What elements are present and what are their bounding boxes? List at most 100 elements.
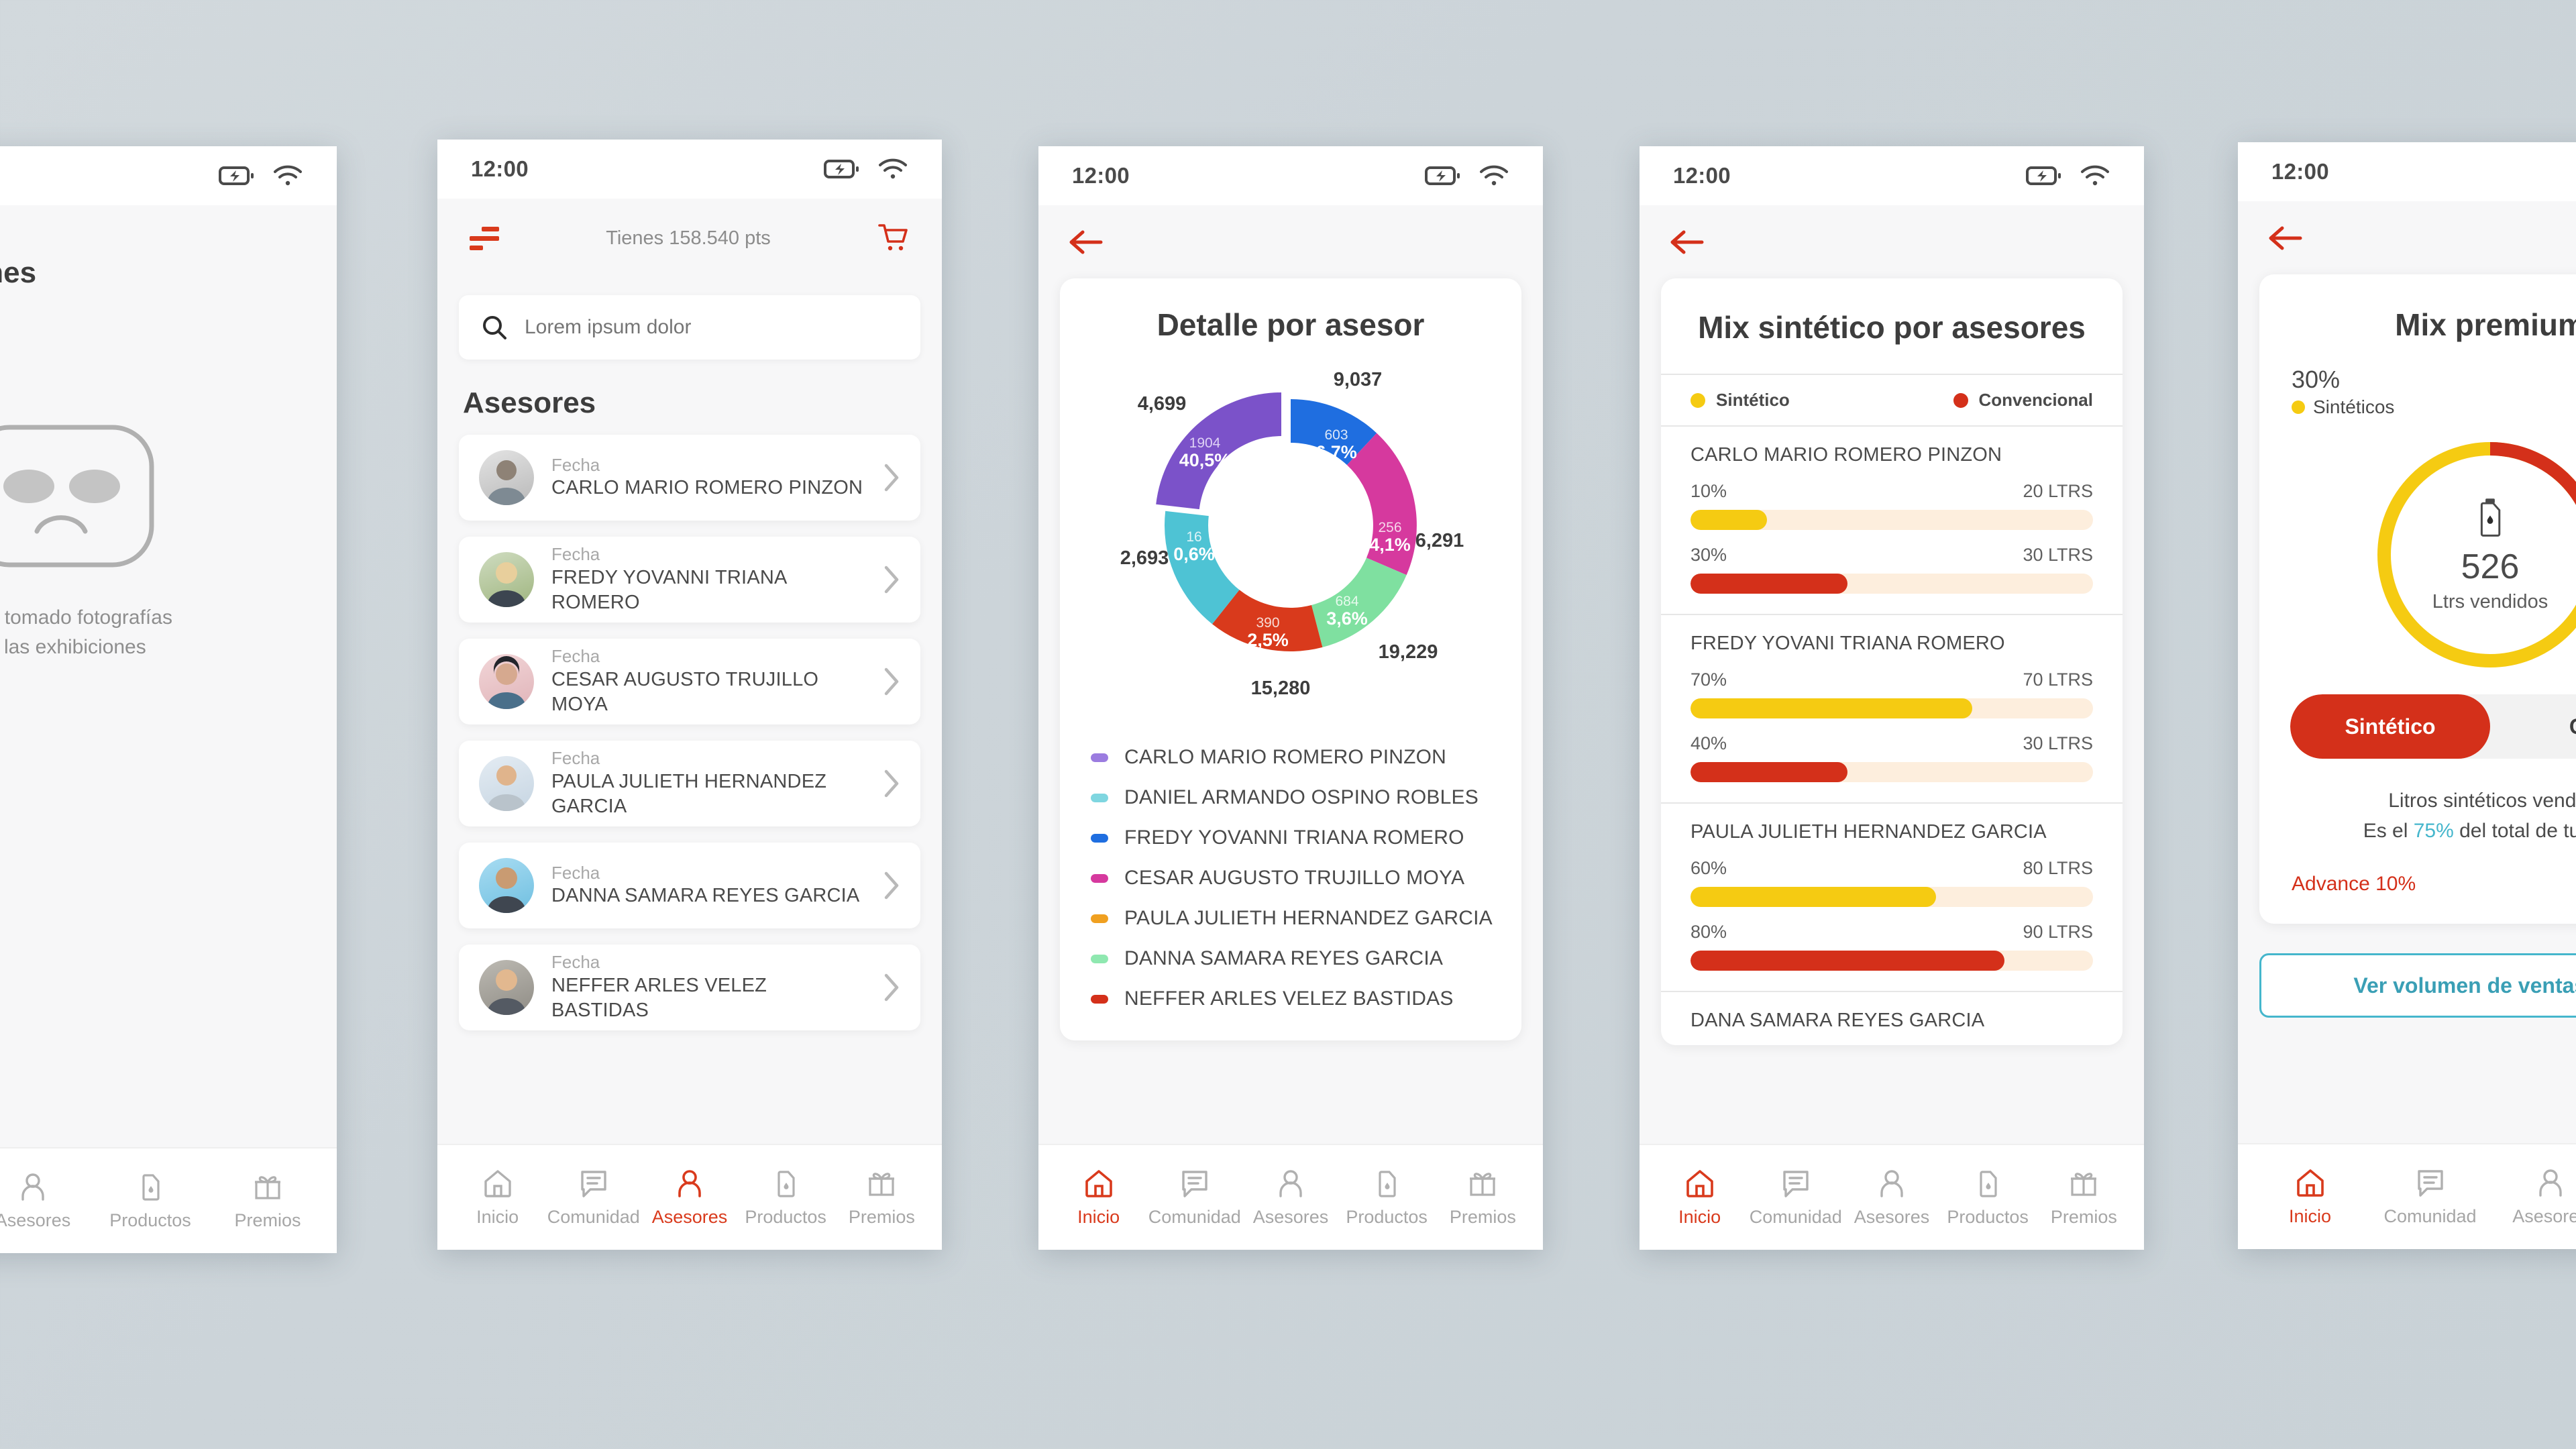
bottom-navigation[interactable]: Inicio Comunidad Asesores Pro <box>2238 1143 2576 1249</box>
hamburger-menu-icon[interactable] <box>470 226 499 250</box>
bar-fill-sintetico <box>1690 698 1972 718</box>
bottom-navigation[interactable]: Inicio Comunidad Asesores Productos Prem… <box>437 1144 942 1250</box>
advisor-date: Fecha <box>551 862 600 883</box>
sidebar-item-productos[interactable]: Productos <box>738 1168 834 1228</box>
bar-fill-convencional <box>1690 951 2004 971</box>
svg-text:2,5%: 2,5% <box>1247 630 1289 650</box>
shopping-cart-icon[interactable] <box>877 223 910 254</box>
bar-pct: 80% <box>1690 922 1727 942</box>
advisor-date: Fecha <box>551 544 600 565</box>
sad-face-icon <box>0 425 154 568</box>
type-toggle[interactable]: Sintético Con <box>2290 694 2576 759</box>
nav-label: Productos <box>1947 1206 2029 1227</box>
phone-screen-exhibiciones: 12:00 de exhibiciones o haz tomado fotog… <box>0 146 337 1253</box>
legend-item: CARLO MARIO ROMERO PINZON <box>1091 737 1491 777</box>
phone2-screen: Tienes 158.540 pts Asesores Fecha CARLO … <box>437 199 942 1250</box>
back-button[interactable] <box>1038 205 1543 260</box>
toggle-sintetico[interactable]: Sintético <box>2290 694 2490 759</box>
list-item[interactable]: Fecha CARLO MARIO ROMERO PINZON <box>459 435 920 521</box>
ver-volumen-button[interactable]: Ver volumen de ventas por <box>2259 953 2576 1018</box>
sidebar-item-premios[interactable]: Premios <box>834 1168 930 1228</box>
sidebar-item-asesores[interactable]: Asesores <box>641 1168 737 1228</box>
nav-label: Inicio <box>1678 1206 1721 1227</box>
svg-text:684: 684 <box>1335 594 1358 609</box>
gauge-chart: 526 Ltrs vendidos <box>2259 435 2576 674</box>
svg-text:19,229: 19,229 <box>1379 641 1438 663</box>
sidebar-item-asesores[interactable]: Asesores <box>1843 1168 1939 1228</box>
svg-text:256: 256 <box>1378 520 1401 535</box>
sidebar-item-comunidad[interactable]: Comunidad <box>1146 1168 1242 1228</box>
back-button[interactable] <box>1640 205 2144 260</box>
sidebar-item-asesores[interactable]: Asesores <box>0 1171 90 1231</box>
bar-ltrs: 20 LTRS <box>2023 481 2093 501</box>
sidebar-item-premios[interactable]: Premios <box>211 1171 325 1231</box>
sidebar-item-inicio[interactable]: Inicio <box>1051 1168 1146 1228</box>
empty-line-1: o haz tomado fotografías <box>0 606 172 629</box>
list-item[interactable]: Fecha DANNA SAMARA REYES GARCIA <box>459 843 920 928</box>
home-icon <box>484 1169 511 1197</box>
advisor-text: Fecha DANNA SAMARA REYES GARCIA <box>551 862 865 909</box>
avatar <box>479 756 534 811</box>
legend-swatch <box>1091 914 1108 923</box>
legend-label: PAULA JULIETH HERNANDEZ GARCIA <box>1124 907 1493 929</box>
nav-label: Asesores <box>1854 1206 1930 1227</box>
chat-icon <box>1783 1170 1809 1197</box>
status-icons <box>219 164 303 187</box>
card-title: Mix premium <box>2395 307 2576 342</box>
legend-item: NEFFER ARLES VELEZ BASTIDAS <box>1091 979 1491 1019</box>
legend-swatch <box>1091 994 1108 1004</box>
bar-head: 60% 80 LTRS <box>1690 858 2093 879</box>
sidebar-item-inicio[interactable]: Inicio <box>1652 1168 1748 1228</box>
chevron-right-icon <box>884 973 899 1002</box>
nav-label: Comunidad <box>1749 1206 1842 1227</box>
advisor-date: Fecha <box>551 454 600 475</box>
donut-gauge <box>2377 442 2576 667</box>
list-item[interactable]: Fecha NEFFER ARLES VELEZ BASTIDAS <box>459 945 920 1030</box>
sidebar-item-inicio[interactable]: Inicio <box>2262 1167 2358 1227</box>
nav-label: Asesores <box>2512 1205 2576 1226</box>
back-button[interactable] <box>2238 201 2576 256</box>
legend-swatch <box>2292 400 2305 414</box>
mix-card: Mix sintético por asesores Sintético Con… <box>1661 278 2123 1045</box>
sidebar-item-productos[interactable]: Productos <box>1339 1168 1435 1228</box>
list-item[interactable]: Fecha PAULA JULIETH HERNANDEZ GARCIA <box>459 741 920 826</box>
bottom-navigation[interactable]: idad Asesores Productos Premios <box>0 1147 337 1253</box>
search-section <box>459 295 920 360</box>
oil-bottle-icon <box>1379 1170 1396 1197</box>
chart-title: Detalle por asesor <box>1157 307 1425 342</box>
toggle-convencional[interactable]: Con <box>2490 694 2576 759</box>
svg-text:2,693: 2,693 <box>1120 547 1169 569</box>
bar-ltrs: 30 LTRS <box>2023 545 2093 565</box>
search-input[interactable] <box>525 316 898 339</box>
sidebar-item-comunidad[interactable]: Comunidad <box>1748 1168 1843 1228</box>
avatar <box>479 858 534 913</box>
home-icon <box>2296 1169 2324 1197</box>
sidebar-item-asesores[interactable]: Asesores <box>2502 1167 2576 1227</box>
bottom-navigation[interactable]: Inicio Comunidad Asesores Productos Prem… <box>1640 1144 2144 1250</box>
sidebar-item-inicio[interactable]: Inicio <box>449 1168 545 1228</box>
bottom-navigation[interactable]: Inicio Comunidad Asesores Productos Prem… <box>1038 1144 1543 1250</box>
sidebar-item-premios[interactable]: Premios <box>2036 1168 2132 1228</box>
nav-label: Asesores <box>0 1210 71 1230</box>
sidebar-item-productos[interactable]: Productos <box>90 1171 211 1231</box>
bar-head: 30% 30 LTRS <box>1690 545 2093 566</box>
svg-text:1904: 1904 <box>1189 435 1221 451</box>
bar-pct: 40% <box>1690 733 1727 753</box>
list-item[interactable]: Fecha FREDY YOVANNI TRIANA ROMERO <box>459 537 920 623</box>
sidebar-item-comunidad[interactable]: Comunidad <box>2382 1167 2478 1227</box>
list-item[interactable]: Fecha CESAR AUGUSTO TRUJILLO MOYA <box>459 639 920 724</box>
home-icon <box>1686 1169 1713 1197</box>
desc-line-1: Litros sintéticos vendid <box>2388 790 2576 812</box>
person-icon <box>1279 1169 1302 1197</box>
premium-legend: 30% Sintéticos <box>2259 366 2576 418</box>
search-box[interactable] <box>459 295 920 360</box>
legend-swatch <box>1091 833 1108 843</box>
sidebar-item-premios[interactable]: Premios <box>1435 1168 1531 1228</box>
sidebar-item-comunidad[interactable]: Comunidad <box>545 1168 641 1228</box>
advisor-name: FREDY YOVANNI TRIANA ROMERO <box>551 566 786 614</box>
bar-ltrs: 70 LTRS <box>2023 669 2093 690</box>
sidebar-item-productos[interactable]: Productos <box>1940 1168 2036 1228</box>
search-icon <box>483 316 506 339</box>
sidebar-item-asesores[interactable]: Asesores <box>1242 1168 1338 1228</box>
